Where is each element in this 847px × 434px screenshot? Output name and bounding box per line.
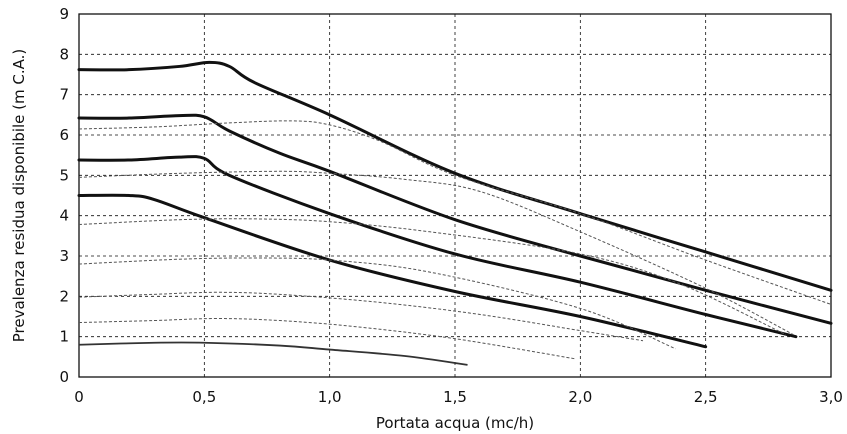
y-tick-label: 9 [59, 5, 69, 23]
y-axis-title: Prevalenza residua disponibile (m C.A.) [10, 49, 28, 343]
x-tick-label: 0,5 [192, 388, 216, 406]
series-line-11 [78, 318, 576, 360]
x-tick-label: 2,0 [568, 388, 592, 406]
y-tick-label: 7 [59, 86, 69, 104]
y-tick-label: 5 [59, 166, 69, 184]
y-tick-label: 6 [59, 126, 69, 144]
series-line-4 [77, 193, 708, 349]
y-tick-label: 2 [59, 287, 69, 305]
y-tick-label: 3 [59, 247, 69, 265]
series-line-2 [77, 113, 833, 325]
x-tick-label: 2,5 [694, 388, 718, 406]
series-line-9 [78, 257, 676, 350]
series-line-3 [77, 155, 798, 339]
series-line-6 [78, 120, 832, 305]
x-tick-label: 3,0 [819, 388, 843, 406]
y-tick-label: 8 [59, 45, 69, 63]
series-line-1 [77, 60, 833, 292]
x-axis-title: Portata acqua (mc/h) [376, 414, 534, 432]
series-line-5 [78, 341, 468, 366]
y-tick-label: 0 [59, 368, 69, 386]
series-line-10 [78, 291, 644, 342]
y-tick-label: 4 [59, 207, 69, 225]
y-tick-label: 1 [59, 328, 69, 346]
series-line-8 [78, 218, 787, 336]
x-tick-label: 1,0 [318, 388, 342, 406]
x-tick-label: 1,5 [443, 388, 467, 406]
x-tick-label: 0 [74, 388, 84, 406]
series-line-7 [78, 170, 794, 336]
